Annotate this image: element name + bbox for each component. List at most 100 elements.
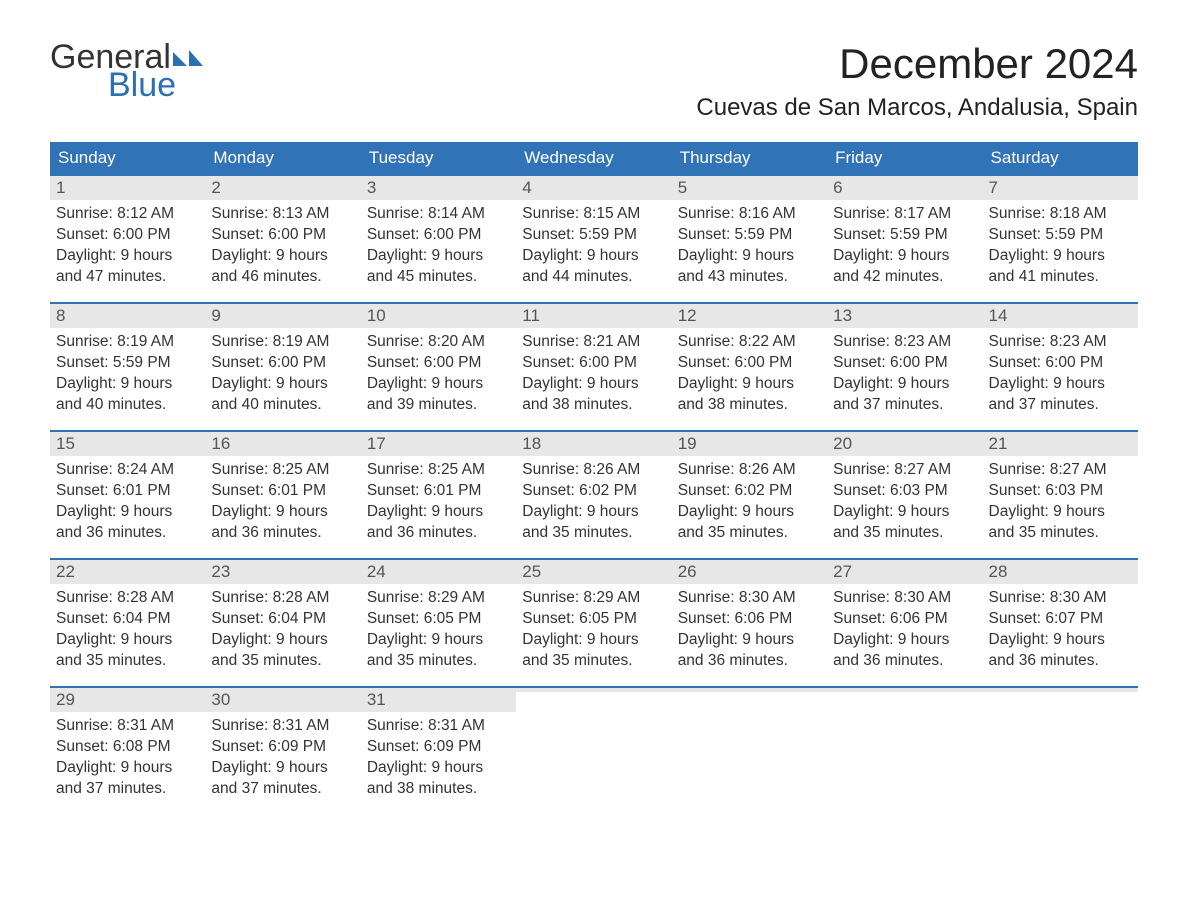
day-daylight1: Daylight: 9 hours (522, 246, 665, 267)
day-sunset: Sunset: 6:00 PM (367, 225, 510, 246)
day-body: Sunrise: 8:29 AMSunset: 6:05 PMDaylight:… (361, 584, 516, 680)
weekday-thursday: Thursday (672, 142, 827, 174)
day-daylight2: and 42 minutes. (833, 267, 976, 288)
day-body: Sunrise: 8:18 AMSunset: 5:59 PMDaylight:… (983, 200, 1138, 296)
day-sunrise: Sunrise: 8:27 AM (833, 460, 976, 481)
day-body: Sunrise: 8:17 AMSunset: 5:59 PMDaylight:… (827, 200, 982, 296)
day-daylight2: and 36 minutes. (678, 651, 821, 672)
day-sunset: Sunset: 6:09 PM (211, 737, 354, 758)
month-title: December 2024 (696, 40, 1138, 88)
day-daylight1: Daylight: 9 hours (56, 374, 199, 395)
day-daylight2: and 37 minutes. (56, 779, 199, 800)
day-daylight2: and 35 minutes. (211, 651, 354, 672)
day-body: Sunrise: 8:31 AMSunset: 6:08 PMDaylight:… (50, 712, 205, 808)
day-cell: 28Sunrise: 8:30 AMSunset: 6:07 PMDayligh… (983, 560, 1138, 686)
day-body: Sunrise: 8:29 AMSunset: 6:05 PMDaylight:… (516, 584, 671, 680)
day-daylight1: Daylight: 9 hours (989, 630, 1132, 651)
day-sunrise: Sunrise: 8:15 AM (522, 204, 665, 225)
day-number: 6 (827, 176, 982, 200)
weekday-friday: Friday (827, 142, 982, 174)
day-body: Sunrise: 8:30 AMSunset: 6:06 PMDaylight:… (827, 584, 982, 680)
day-daylight1: Daylight: 9 hours (678, 374, 821, 395)
day-daylight2: and 35 minutes. (522, 523, 665, 544)
day-body (516, 692, 671, 704)
day-number: 29 (50, 688, 205, 712)
day-sunrise: Sunrise: 8:18 AM (989, 204, 1132, 225)
calendar: Sunday Monday Tuesday Wednesday Thursday… (50, 142, 1138, 814)
day-sunrise: Sunrise: 8:25 AM (367, 460, 510, 481)
day-daylight1: Daylight: 9 hours (367, 246, 510, 267)
day-sunrise: Sunrise: 8:30 AM (833, 588, 976, 609)
day-body: Sunrise: 8:26 AMSunset: 6:02 PMDaylight:… (672, 456, 827, 552)
week-row: 8Sunrise: 8:19 AMSunset: 5:59 PMDaylight… (50, 302, 1138, 430)
day-daylight1: Daylight: 9 hours (989, 246, 1132, 267)
day-body: Sunrise: 8:31 AMSunset: 6:09 PMDaylight:… (205, 712, 360, 808)
day-daylight1: Daylight: 9 hours (211, 246, 354, 267)
day-daylight2: and 36 minutes. (56, 523, 199, 544)
day-number: 16 (205, 432, 360, 456)
day-daylight1: Daylight: 9 hours (678, 246, 821, 267)
weekday-monday: Monday (205, 142, 360, 174)
day-number: 24 (361, 560, 516, 584)
day-cell (827, 688, 982, 814)
day-sunrise: Sunrise: 8:28 AM (211, 588, 354, 609)
day-body: Sunrise: 8:14 AMSunset: 6:00 PMDaylight:… (361, 200, 516, 296)
day-sunset: Sunset: 6:06 PM (678, 609, 821, 630)
day-body: Sunrise: 8:15 AMSunset: 5:59 PMDaylight:… (516, 200, 671, 296)
day-sunrise: Sunrise: 8:19 AM (211, 332, 354, 353)
day-body: Sunrise: 8:21 AMSunset: 6:00 PMDaylight:… (516, 328, 671, 424)
day-cell: 15Sunrise: 8:24 AMSunset: 6:01 PMDayligh… (50, 432, 205, 558)
day-daylight2: and 35 minutes. (522, 651, 665, 672)
day-body (672, 692, 827, 704)
day-body: Sunrise: 8:13 AMSunset: 6:00 PMDaylight:… (205, 200, 360, 296)
day-daylight1: Daylight: 9 hours (522, 502, 665, 523)
day-cell: 18Sunrise: 8:26 AMSunset: 6:02 PMDayligh… (516, 432, 671, 558)
day-daylight2: and 43 minutes. (678, 267, 821, 288)
day-cell: 2Sunrise: 8:13 AMSunset: 6:00 PMDaylight… (205, 176, 360, 302)
day-sunset: Sunset: 6:04 PM (211, 609, 354, 630)
day-sunset: Sunset: 6:00 PM (989, 353, 1132, 374)
day-sunset: Sunset: 6:00 PM (211, 353, 354, 374)
day-number: 3 (361, 176, 516, 200)
day-body: Sunrise: 8:27 AMSunset: 6:03 PMDaylight:… (827, 456, 982, 552)
day-daylight2: and 38 minutes. (522, 395, 665, 416)
day-daylight1: Daylight: 9 hours (522, 630, 665, 651)
day-daylight2: and 40 minutes. (211, 395, 354, 416)
day-daylight1: Daylight: 9 hours (211, 630, 354, 651)
day-body: Sunrise: 8:28 AMSunset: 6:04 PMDaylight:… (205, 584, 360, 680)
day-cell: 22Sunrise: 8:28 AMSunset: 6:04 PMDayligh… (50, 560, 205, 686)
day-daylight1: Daylight: 9 hours (989, 502, 1132, 523)
day-sunrise: Sunrise: 8:30 AM (989, 588, 1132, 609)
day-body: Sunrise: 8:30 AMSunset: 6:06 PMDaylight:… (672, 584, 827, 680)
day-daylight2: and 47 minutes. (56, 267, 199, 288)
day-daylight2: and 35 minutes. (989, 523, 1132, 544)
weekday-header-row: Sunday Monday Tuesday Wednesday Thursday… (50, 142, 1138, 174)
day-number: 19 (672, 432, 827, 456)
day-daylight2: and 35 minutes. (833, 523, 976, 544)
day-sunset: Sunset: 6:09 PM (367, 737, 510, 758)
day-number: 14 (983, 304, 1138, 328)
day-body: Sunrise: 8:30 AMSunset: 6:07 PMDaylight:… (983, 584, 1138, 680)
day-sunset: Sunset: 6:01 PM (367, 481, 510, 502)
week-row: 29Sunrise: 8:31 AMSunset: 6:08 PMDayligh… (50, 686, 1138, 814)
weekday-sunday: Sunday (50, 142, 205, 174)
day-sunset: Sunset: 6:01 PM (56, 481, 199, 502)
day-daylight1: Daylight: 9 hours (367, 502, 510, 523)
day-sunset: Sunset: 6:05 PM (522, 609, 665, 630)
day-daylight2: and 35 minutes. (678, 523, 821, 544)
day-cell: 11Sunrise: 8:21 AMSunset: 6:00 PMDayligh… (516, 304, 671, 430)
day-daylight2: and 36 minutes. (211, 523, 354, 544)
day-body (827, 692, 982, 704)
day-daylight1: Daylight: 9 hours (833, 630, 976, 651)
weekday-tuesday: Tuesday (361, 142, 516, 174)
day-sunrise: Sunrise: 8:20 AM (367, 332, 510, 353)
day-sunrise: Sunrise: 8:22 AM (678, 332, 821, 353)
day-sunset: Sunset: 6:05 PM (367, 609, 510, 630)
day-daylight1: Daylight: 9 hours (833, 502, 976, 523)
day-body: Sunrise: 8:16 AMSunset: 5:59 PMDaylight:… (672, 200, 827, 296)
logo: General Blue (50, 40, 203, 102)
day-daylight2: and 38 minutes. (367, 779, 510, 800)
day-body: Sunrise: 8:24 AMSunset: 6:01 PMDaylight:… (50, 456, 205, 552)
day-number: 21 (983, 432, 1138, 456)
day-body (983, 692, 1138, 704)
